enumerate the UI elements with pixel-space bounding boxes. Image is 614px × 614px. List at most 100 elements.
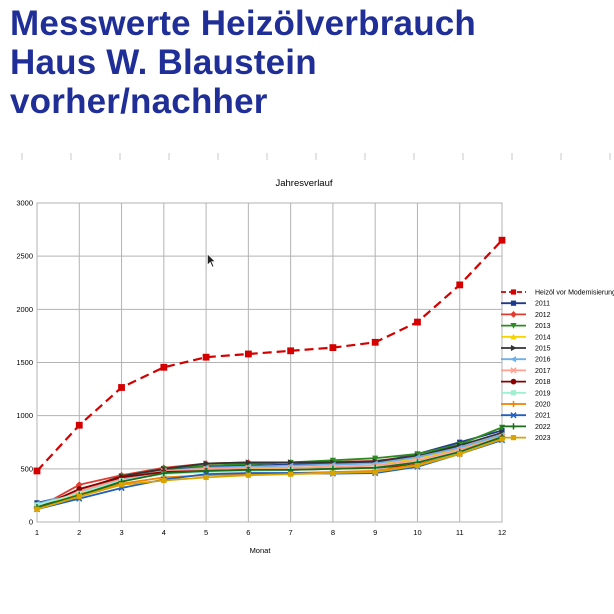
- y-tick-label: 3000: [16, 199, 33, 208]
- legend-label: 2020: [535, 402, 551, 409]
- y-tick-label: 1000: [16, 411, 33, 420]
- series-2023: [34, 436, 505, 512]
- data-point: [510, 390, 517, 396]
- legend-item: 2012: [501, 311, 551, 319]
- legend-item: 2011: [501, 300, 550, 308]
- x-tick-label: 7: [289, 528, 293, 537]
- legend-item: 2019: [501, 390, 551, 397]
- x-tick-label: 3: [119, 528, 123, 537]
- chart-title: Jahresverlauf: [275, 178, 332, 189]
- data-point: [510, 356, 517, 363]
- page-title-line-3: vorher/nachher: [10, 82, 268, 121]
- data-point: [372, 469, 378, 475]
- legend-label: 2019: [535, 390, 551, 397]
- data-point: [33, 467, 41, 475]
- x-tick-label: 11: [456, 528, 464, 537]
- y-tick-label: 500: [20, 464, 33, 473]
- data-point: [75, 481, 83, 489]
- x-tick-label: 6: [246, 528, 250, 537]
- x-tick-label: 9: [373, 528, 377, 537]
- data-point: [498, 236, 506, 244]
- data-point: [203, 474, 209, 480]
- data-point: [329, 457, 337, 464]
- data-point: [371, 338, 379, 346]
- legend-item: 2017: [501, 367, 551, 375]
- chart-legend: Heizöl vor Modemisierung 2011 2012 2013 2014…: [501, 289, 614, 442]
- data-point: [510, 344, 517, 352]
- legend-label: 2011: [535, 301, 550, 308]
- legend-label: 2018: [535, 379, 551, 386]
- legend-label: 2014: [535, 334, 551, 341]
- data-point: [414, 463, 421, 469]
- data-point: [510, 423, 517, 430]
- data-point: [245, 459, 252, 466]
- series-line: [36, 436, 503, 508]
- legend-item: 2013: [501, 323, 551, 330]
- legend-label: 2016: [535, 357, 551, 364]
- data-point: [287, 347, 295, 355]
- series-line: [36, 438, 503, 511]
- legend-label: 2022: [535, 424, 551, 431]
- data-point: [510, 378, 517, 385]
- legend-label: 2015: [535, 346, 551, 353]
- y-tick-label: 2500: [16, 252, 33, 261]
- data-point: [202, 467, 210, 475]
- data-point: [510, 412, 517, 419]
- legend-item: 2018: [501, 378, 551, 386]
- data-point: [203, 460, 210, 467]
- mouse-cursor-icon: [207, 253, 216, 268]
- data-point: [288, 459, 294, 466]
- data-point: [245, 472, 251, 478]
- series-line: [36, 436, 503, 507]
- legend-item: Heizöl vor Modemisierung: [501, 289, 614, 297]
- data-point: [510, 300, 517, 306]
- legend-item: 2016: [501, 356, 551, 364]
- data-point: [457, 451, 463, 457]
- legend-label: 2013: [535, 323, 551, 330]
- data-point: [76, 493, 82, 500]
- page-title-line-2: Haus W. Blaustein: [10, 43, 317, 82]
- x-tick-label: 2: [77, 528, 81, 537]
- legend-label: 2023: [535, 435, 551, 442]
- legend-label: 2017: [535, 368, 551, 375]
- data-point: [510, 289, 517, 295]
- data-point: [510, 435, 517, 441]
- data-point: [161, 477, 167, 484]
- x-axis-label: Monat: [250, 546, 272, 555]
- data-point: [499, 427, 505, 434]
- data-point: [510, 400, 517, 408]
- data-point: [510, 323, 517, 329]
- data-point: [202, 353, 210, 361]
- data-point: [75, 421, 83, 429]
- data-point: [245, 466, 252, 474]
- data-point: [288, 471, 294, 477]
- legend-item: 2022: [501, 423, 551, 431]
- data-point: [414, 451, 421, 458]
- series-reference: [33, 236, 506, 475]
- data-point: [499, 436, 505, 442]
- data-point: [372, 455, 379, 462]
- data-point: [160, 469, 167, 477]
- x-tick-label: 5: [204, 528, 208, 537]
- x-tick-label: 10: [413, 528, 421, 537]
- data-point: [76, 486, 83, 492]
- x-tick-label: 4: [162, 528, 166, 537]
- legend-item: 2021: [501, 412, 551, 420]
- data-point: [34, 506, 40, 512]
- y-tick-label: 2000: [16, 305, 33, 314]
- legend-item: 2015: [501, 344, 551, 353]
- legend-label: 2021: [535, 413, 551, 420]
- x-tick-label: 1: [35, 528, 39, 537]
- data-point: [244, 350, 252, 358]
- data-point: [118, 482, 125, 488]
- data-point: [118, 384, 125, 391]
- legend-label: Heizöl vor Modemisierung: [535, 290, 614, 297]
- data-point: [414, 318, 421, 326]
- legend-item: 2014: [501, 333, 551, 341]
- page-title: Messwerte Heizölverbrauch Haus W. Blaust…: [10, 4, 476, 121]
- data-point: [329, 344, 337, 352]
- data-point: [510, 311, 517, 318]
- y-tick-label: 0: [29, 518, 33, 527]
